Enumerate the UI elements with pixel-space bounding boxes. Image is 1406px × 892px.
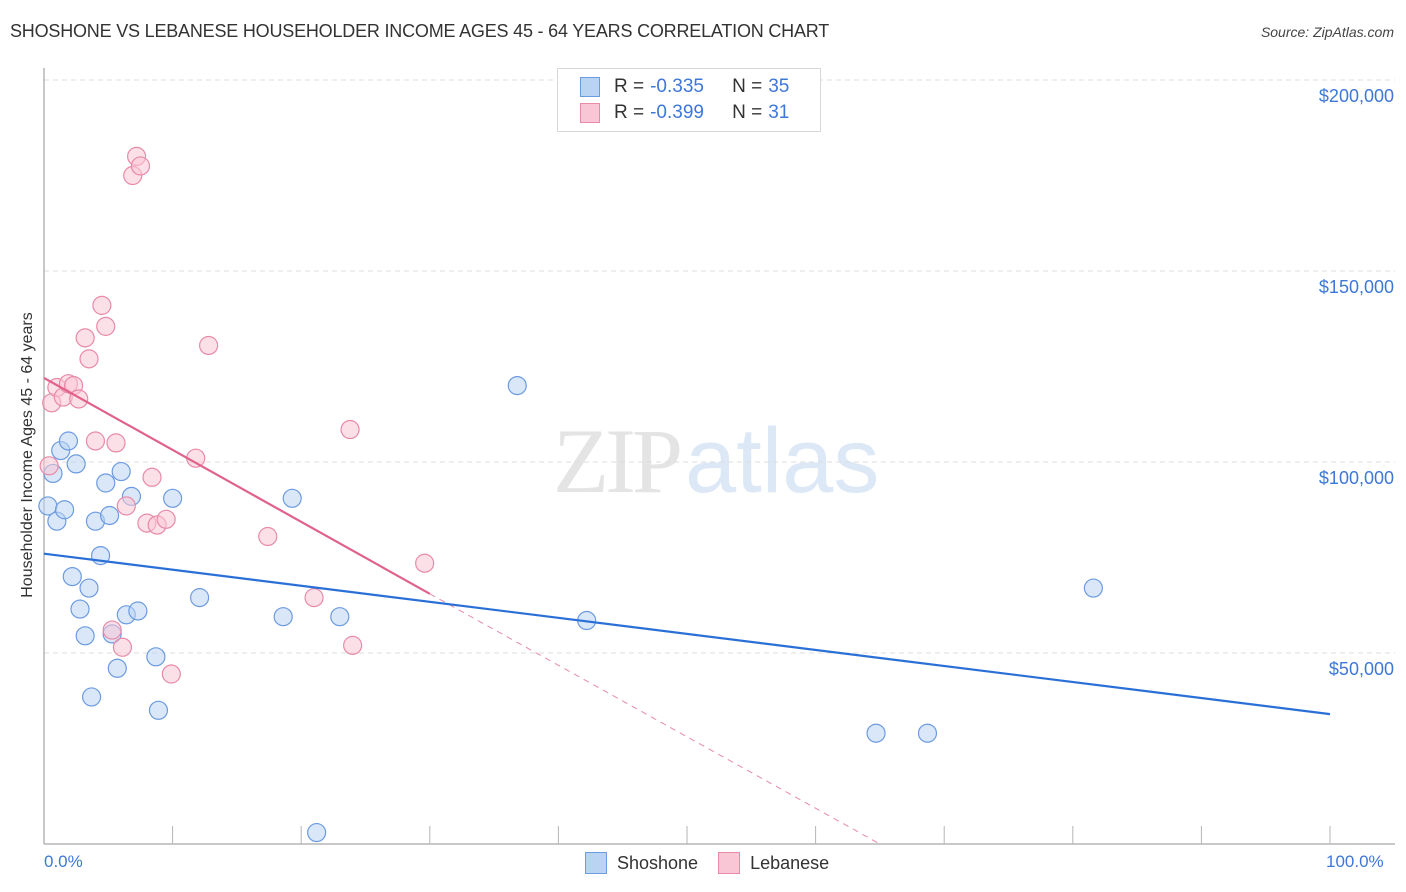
lebanese-point bbox=[75, 328, 95, 348]
lebanese-point bbox=[92, 295, 112, 315]
shoshone-point bbox=[75, 626, 95, 646]
lebanese-point bbox=[161, 664, 181, 684]
shoshone-point bbox=[917, 723, 938, 743]
r-label: R = bbox=[614, 76, 645, 97]
watermark: ZIPatlas bbox=[553, 408, 879, 514]
shoshone-point bbox=[128, 601, 148, 621]
shoshone-point bbox=[282, 488, 302, 508]
shoshone-point bbox=[190, 588, 210, 608]
shoshone-trend-line bbox=[43, 552, 1331, 716]
lebanese-point bbox=[116, 496, 136, 516]
lebanese-swatch bbox=[580, 103, 600, 123]
shoshone-point bbox=[307, 822, 327, 843]
shoshone-point bbox=[81, 687, 102, 707]
lebanese-point bbox=[304, 588, 324, 608]
shoshone-swatch bbox=[585, 852, 607, 874]
lebanese-point bbox=[199, 335, 219, 356]
y-tick-100k: $100,000 bbox=[1318, 468, 1394, 488]
lebanese-point bbox=[142, 467, 162, 487]
lebanese-point bbox=[85, 431, 106, 451]
shoshone-point bbox=[107, 658, 127, 678]
shoshone-point bbox=[96, 473, 116, 493]
lebanese-point bbox=[156, 509, 176, 529]
x-tick-max: 100.0% bbox=[1326, 852, 1384, 871]
shoshone-point bbox=[54, 500, 75, 520]
shoshone-point bbox=[273, 607, 293, 627]
shoshone-swatch bbox=[580, 77, 600, 97]
x-tick-min: 0.0% bbox=[44, 852, 83, 871]
shoshone-point bbox=[148, 700, 169, 720]
shoshone-point bbox=[1083, 578, 1103, 598]
lebanese-point bbox=[39, 456, 59, 476]
y-tick-200k: $200,000 bbox=[1318, 86, 1394, 106]
lebanese-swatch bbox=[718, 852, 741, 874]
y-tick-50k: $50,000 bbox=[1328, 659, 1394, 679]
lebanese-point bbox=[258, 526, 278, 547]
y-tick-150k: $150,000 bbox=[1318, 277, 1394, 297]
n-value: 31 bbox=[768, 102, 790, 123]
lebanese-point bbox=[96, 316, 116, 336]
chart-title: SHOSHONE VS LEBANESE HOUSEHOLDER INCOME … bbox=[10, 21, 830, 41]
shoshone-point bbox=[58, 431, 79, 451]
shoshone-point bbox=[146, 647, 166, 667]
shoshone-point bbox=[866, 723, 886, 743]
lebanese-point bbox=[102, 620, 122, 640]
lebanese-trend-extension bbox=[429, 593, 881, 845]
r-value: -0.399 bbox=[650, 102, 704, 123]
n-label: N = bbox=[732, 102, 763, 123]
lebanese-point bbox=[106, 433, 126, 453]
lebanese-point bbox=[130, 156, 151, 176]
n-label: N = bbox=[732, 76, 763, 97]
shoshone-point bbox=[111, 461, 131, 482]
legend-label: Lebanese bbox=[750, 852, 830, 873]
shoshone-point bbox=[99, 505, 120, 526]
lebanese-point bbox=[340, 419, 360, 440]
lebanese-point bbox=[79, 349, 99, 369]
lebanese-point bbox=[112, 637, 133, 657]
watermark-zip: ZIP bbox=[553, 410, 683, 512]
n-value: 35 bbox=[768, 76, 790, 97]
shoshone-point bbox=[66, 454, 86, 474]
r-value: -0.335 bbox=[650, 76, 704, 97]
legend-label: Shoshone bbox=[617, 852, 699, 873]
shoshone-point bbox=[163, 488, 183, 508]
legend-item-shoshone[interactable]: Shoshone bbox=[585, 852, 698, 874]
lebanese-point bbox=[343, 635, 363, 655]
shoshone-point bbox=[507, 376, 527, 396]
legend-row-shoshone: R = -0.335 N = 35 bbox=[580, 75, 789, 99]
series-legend: Shoshone Lebanese bbox=[585, 852, 849, 874]
shoshone-point bbox=[330, 607, 350, 627]
lebanese-point bbox=[415, 553, 435, 573]
legend-row-lebanese: R = -0.399 N = 31 bbox=[580, 101, 789, 125]
shoshone-point bbox=[79, 578, 99, 598]
correlation-legend: R = -0.335 N = 35 R = -0.399 N = 31 bbox=[557, 68, 821, 132]
legend-item-lebanese[interactable]: Lebanese bbox=[718, 852, 829, 874]
source-label: Source: ZipAtlas.com bbox=[1260, 24, 1394, 40]
lebanese-trend-line bbox=[43, 377, 431, 595]
watermark-atlas: atlas bbox=[685, 410, 880, 512]
shoshone-point bbox=[70, 599, 90, 619]
r-label: R = bbox=[614, 102, 645, 123]
shoshone-point bbox=[62, 566, 82, 587]
